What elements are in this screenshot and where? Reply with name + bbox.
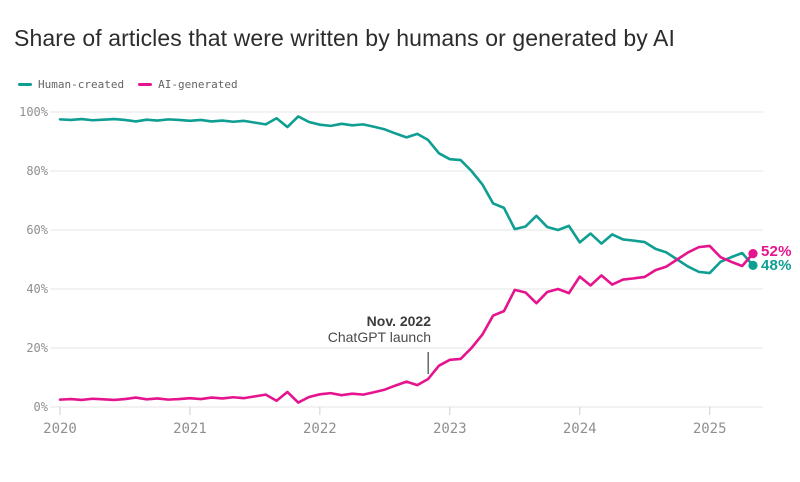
y-axis-label: 40%: [26, 282, 48, 296]
y-axis-label: 80%: [26, 164, 48, 178]
y-axis-label: 20%: [26, 341, 48, 355]
x-axis-label: 2021: [173, 421, 207, 437]
chart-title: Share of articles that were written by h…: [14, 25, 675, 52]
x-axis-label: 2022: [303, 421, 337, 437]
legend-label-human-created: Human-created: [38, 78, 125, 91]
legend-swatch-human-created: [18, 82, 32, 87]
legend-item-human-created: Human-created: [18, 78, 124, 91]
end-label-ai-generated: 52%: [761, 242, 792, 260]
y-axis-label: 0%: [33, 400, 48, 414]
legend-item-ai-generated: AI-generated: [138, 78, 238, 91]
annotation-text: ChatGPT launch: [327, 329, 431, 345]
x-axis-label: 2024: [562, 421, 597, 437]
legend-label-ai-generated: AI-generated: [158, 78, 238, 91]
y-axis-label: 60%: [26, 223, 48, 237]
annotation-date: Nov. 2022: [366, 313, 431, 329]
legend-swatch-ai-generated: [138, 82, 153, 87]
legend: Human-created AI-generated: [18, 78, 238, 91]
y-axis-label: 100%: [19, 105, 48, 119]
annotation-chatgpt-launch: Nov. 2022 ChatGPT launch: [231, 313, 431, 345]
x-axis-label: 2023: [432, 421, 467, 437]
end-label-human-created: 48%: [761, 257, 792, 275]
x-axis-label: 2020: [43, 421, 77, 437]
x-axis-label: 2025: [692, 421, 727, 437]
